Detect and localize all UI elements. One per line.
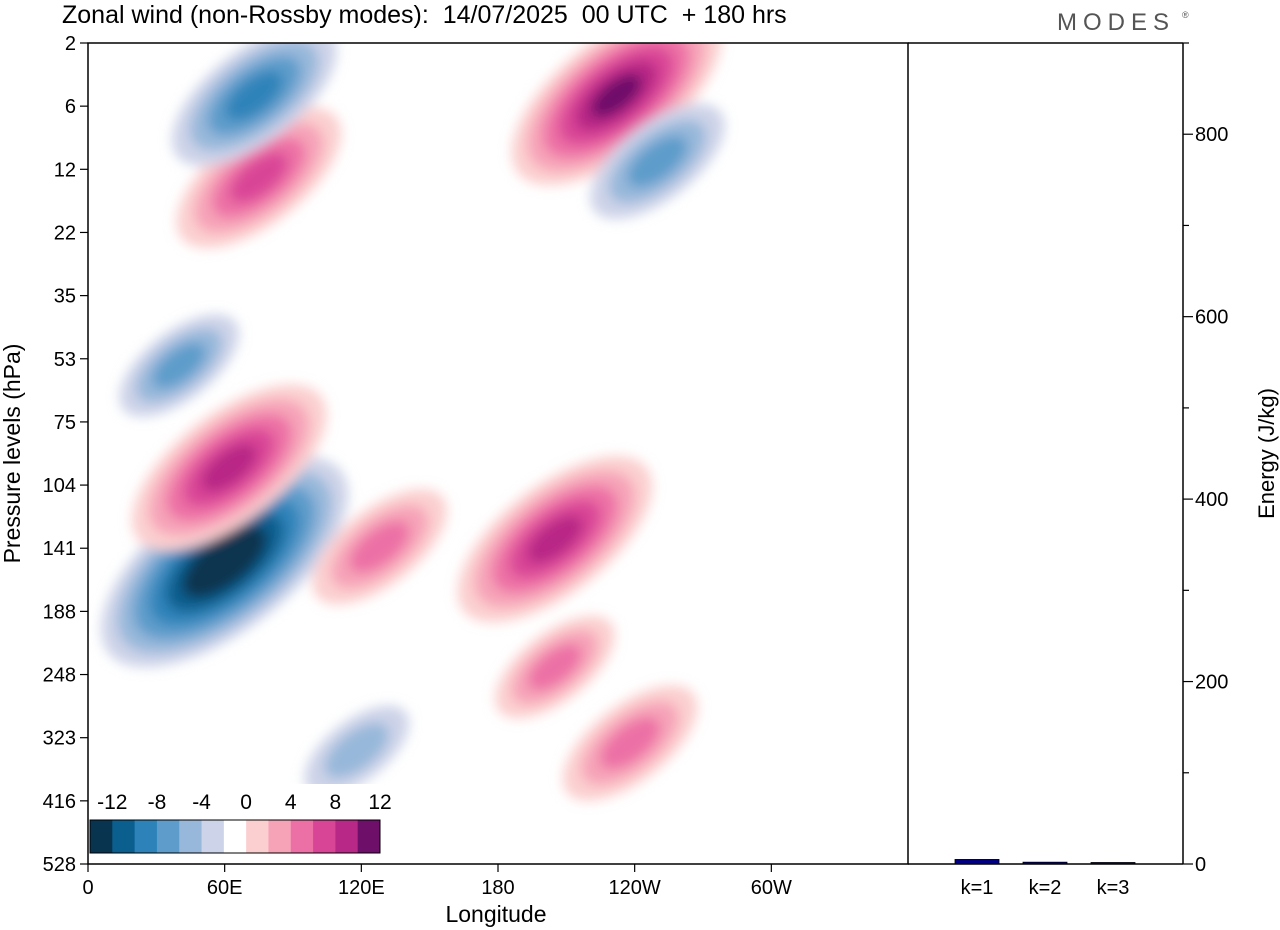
- energy-bar-chart: 0 200 400 600 800 Energy (J/kg) k=1 k=2 k=3: [908, 42, 1279, 899]
- y-tick-label: 35: [54, 286, 76, 308]
- energy-tick-label: 400: [1195, 489, 1228, 511]
- x-tick-label: 180: [481, 877, 514, 899]
- y-tick-label: 141: [43, 538, 76, 560]
- x-tick-label: 0: [82, 877, 93, 899]
- colorbar-swatch: [313, 820, 336, 853]
- energy-tick-label: 200: [1195, 672, 1228, 694]
- colorbar-swatch: [179, 820, 203, 853]
- y-tick-label: 323: [43, 728, 76, 750]
- x-tick-label: 120E: [338, 877, 385, 899]
- y-tick-label: 12: [54, 159, 76, 181]
- contour-feature-6-level-4: [225, 71, 283, 121]
- colorbar-swatch: [112, 820, 136, 853]
- contour-feature-7-level-3: [627, 135, 688, 187]
- y-tick-label: 416: [43, 791, 76, 813]
- y-tick-label: 528: [43, 854, 76, 876]
- colorbar-frame: [89, 819, 381, 854]
- y-axis-label: Pressure levels (hPa): [0, 344, 25, 564]
- colorbar-swatch: [268, 820, 292, 853]
- contour-feature-8-level-3: [600, 717, 660, 769]
- contour-feature-2-level-5: [527, 515, 583, 563]
- colorbar-swatch: [246, 820, 269, 853]
- x-tick-label: 120W: [609, 877, 661, 899]
- energy-axis-label: Energy (J/kg): [1254, 388, 1279, 519]
- x-tick-label: 60W: [751, 877, 792, 899]
- y-tick-label: 104: [43, 475, 76, 497]
- colorbar-tick-label: -12: [97, 791, 127, 814]
- energy-tick-label: 800: [1195, 124, 1228, 146]
- colorbar-tick-label: 8: [330, 791, 342, 814]
- modes-logo: MODES: [1057, 9, 1176, 36]
- contour-feature-0-level-7: [198, 539, 251, 585]
- colorbar-swatch: [357, 820, 381, 853]
- contour-feature-11-level-3: [152, 342, 206, 389]
- contour-feature-1-level-5: [201, 443, 258, 492]
- y-tick-label: 248: [43, 665, 76, 687]
- colorbar-swatch: [90, 820, 113, 853]
- colorbar-tick-label: 0: [240, 791, 252, 814]
- energy-category-label: k=2: [1029, 877, 1062, 899]
- colorbar-swatch: [335, 820, 359, 853]
- y-tick-label: 188: [43, 601, 76, 623]
- colorbar-swatch: [201, 820, 225, 853]
- heatmap: [88, 43, 908, 864]
- y-tick-label: 75: [54, 412, 76, 434]
- x-tick-label: 60E: [207, 877, 243, 899]
- contour-feature-10-level-2: [324, 722, 389, 779]
- contour-feature-5-level-4: [230, 153, 288, 203]
- colorbar: -12 -8 -4 0 4 8 12: [86, 784, 392, 857]
- energy-bar-k=3: [1090, 862, 1136, 865]
- energy-category-label: k=3: [1097, 877, 1130, 899]
- colorbar-tick-label: 12: [368, 791, 391, 814]
- energy-category-label: k=1: [961, 877, 994, 899]
- contour-feature-4-level-6: [591, 73, 642, 118]
- colorbar-swatch: [156, 820, 180, 853]
- y-tick-label: 53: [54, 349, 76, 371]
- chart-title: Zonal wind (non-Rossby modes): 14/07/202…: [62, 1, 787, 29]
- contour-fields: [101, 43, 725, 801]
- colorbar-tick-label: -8: [148, 791, 167, 814]
- energy-bar-k=2: [1022, 861, 1068, 865]
- colorbar-tick-label: 4: [285, 791, 297, 814]
- y-tick-label: 6: [65, 96, 76, 118]
- colorbar-tick-label: -4: [192, 791, 211, 814]
- energy-tick-label: 0: [1195, 854, 1206, 876]
- colorbar-swatch: [290, 820, 314, 853]
- x-axis-label: Longitude: [445, 901, 546, 927]
- colorbar-swatch: [134, 820, 158, 853]
- contour-feature-9-level-3: [528, 644, 582, 690]
- y-tick-label: 22: [54, 222, 76, 244]
- y-tick-label: 2: [65, 33, 76, 55]
- logo-registered-mark: ®: [1182, 10, 1189, 20]
- energy-tick-label: 600: [1195, 307, 1228, 329]
- colorbar-swatch: [223, 820, 247, 853]
- energy-bar-k=1: [954, 859, 1000, 865]
- contour-feature-3-level-3: [349, 521, 410, 573]
